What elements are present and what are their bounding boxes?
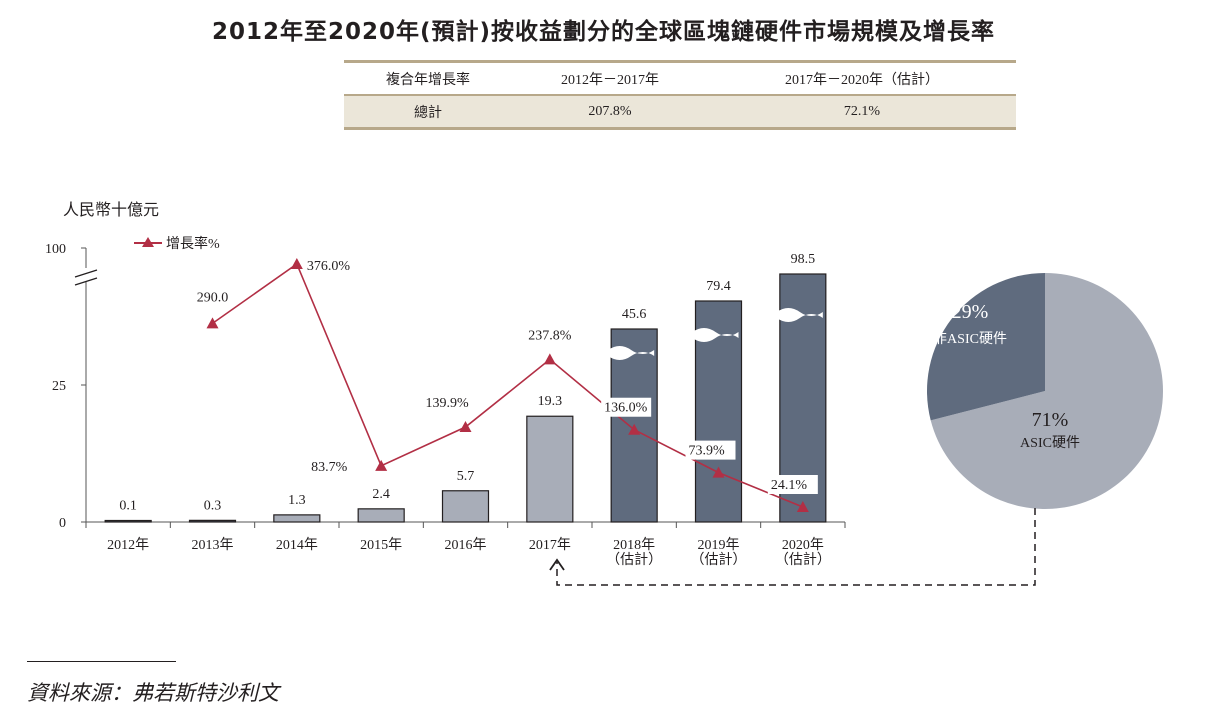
bar-value-label: 45.6: [622, 307, 647, 322]
pie-slice-label: 非ASIC硬件: [933, 331, 1007, 347]
growth-line-path: [212, 262, 804, 508]
x-tick-label: 2016年: [445, 537, 487, 553]
bar: [188, 519, 237, 523]
legend-triangle-marker: [142, 237, 154, 247]
bar: [104, 519, 152, 523]
growth-line: 290.0 376.0% 83.7% 139.9% 237.8% 136.0% 73.9% 2…: [197, 258, 818, 512]
y-tick-label: 100: [45, 242, 66, 257]
x-tick-label: 2014年: [276, 537, 318, 553]
axis-break-mark: [74, 269, 98, 278]
pie-chart: 71% ASIC硬件 29% 非ASIC硬件: [927, 273, 1164, 510]
bar-value-label: 19.3: [538, 394, 563, 409]
growth-label-bg: [601, 397, 652, 417]
x-tick-label: 2017年: [529, 537, 571, 553]
pie-slice: [930, 273, 1164, 510]
growth-value-label: 237.8%: [528, 328, 572, 343]
growth-label-bg: [767, 475, 818, 494]
bar: [357, 508, 405, 523]
x-tick-label: 2012年: [107, 537, 149, 553]
cagr-value: 207.8%: [588, 103, 632, 119]
growth-marker: [543, 353, 556, 365]
growth-marker: [459, 421, 472, 433]
growth-marker: [796, 501, 809, 512]
bar-value-label: 5.7: [457, 469, 475, 484]
bar-value-label: 1.3: [288, 493, 306, 508]
bar-break-mark: [608, 346, 655, 360]
growth-value-label: 73.9%: [689, 444, 726, 459]
pie-slice: [927, 273, 1045, 421]
pie-connector: [549, 508, 1036, 586]
cagr-row: 總計 207.8% 72.1%: [344, 95, 1016, 129]
pie-percent-label: 71%: [1032, 409, 1069, 431]
bar-value-label: 0.1: [119, 499, 137, 514]
chart-title: 2012年至2020年(預計)按收益劃分的全球區塊鏈硬件市場規模及增長率: [211, 19, 996, 45]
pie-percent-label: 29%: [952, 301, 989, 323]
growth-marker: [290, 258, 303, 269]
y-tick-label: 0: [59, 516, 66, 531]
growth-value-label: 290.0: [197, 290, 229, 305]
bar: [273, 514, 321, 523]
bar-value-label: 2.4: [372, 487, 390, 502]
growth-value-label: 139.9%: [426, 396, 470, 411]
source-divider: [27, 661, 176, 662]
axis-break-mark: [74, 277, 98, 286]
growth-marker: [712, 466, 725, 478]
cagr-header: 2012年－2017年: [561, 72, 659, 88]
bar-break-mark: [776, 308, 823, 322]
x-tick-label: （估計）: [775, 552, 831, 568]
cagr-value: 72.1%: [843, 103, 881, 119]
cagr-header-row: 複合年增長率 2012年－2017年 2017年－2020年（估計）: [344, 61, 1016, 95]
source-note: 資料來源：弗若斯特沙利文: [27, 681, 279, 705]
x-tick-label: 2013年: [192, 537, 234, 553]
growth-label-bg: [685, 440, 736, 460]
pie-slice-label: ASIC硬件: [1020, 435, 1080, 451]
growth-marker: [206, 317, 219, 329]
cagr-row-label: 總計: [414, 105, 442, 121]
growth-marker: [375, 459, 388, 471]
y-tick-label: 25: [52, 379, 66, 394]
growth-value-label: 24.1%: [771, 478, 808, 493]
legend: 增長率%: [134, 235, 220, 252]
cagr-header: 2017年－2020年（估計）: [785, 72, 939, 88]
dashed-connector-line: [556, 508, 1036, 586]
x-tick-label: 2019年: [698, 537, 740, 553]
growth-marker: [628, 423, 641, 435]
cagr-table: 複合年增長率 2012年－2017年 2017年－2020年（估計） 總計 20…: [344, 60, 1016, 130]
bar: [441, 490, 490, 523]
growth-value-label: 136.0%: [604, 401, 648, 416]
arrow-up-icon: [549, 558, 565, 571]
x-tick-label: （估計）: [691, 552, 747, 568]
x-tick-label: 2018年: [613, 537, 655, 553]
bar: [526, 415, 574, 523]
growth-value-label: 83.7%: [311, 460, 348, 475]
bar-break-mark: [692, 328, 739, 342]
growth-value-label: 376.0%: [307, 259, 351, 274]
bar-value-label: 0.3: [204, 498, 222, 513]
cagr-header: 複合年增長率: [386, 72, 470, 88]
bar-value-label: 98.5: [791, 252, 816, 267]
x-tick-label: （估計）: [606, 552, 662, 568]
legend-label: 增長率%: [166, 235, 220, 252]
bar-value-label: 79.4: [706, 279, 731, 294]
x-tick-label: 2020年: [782, 537, 824, 553]
y-axis-title: 人民幣十億元: [63, 201, 159, 219]
x-tick-label: 2015年: [360, 537, 402, 553]
